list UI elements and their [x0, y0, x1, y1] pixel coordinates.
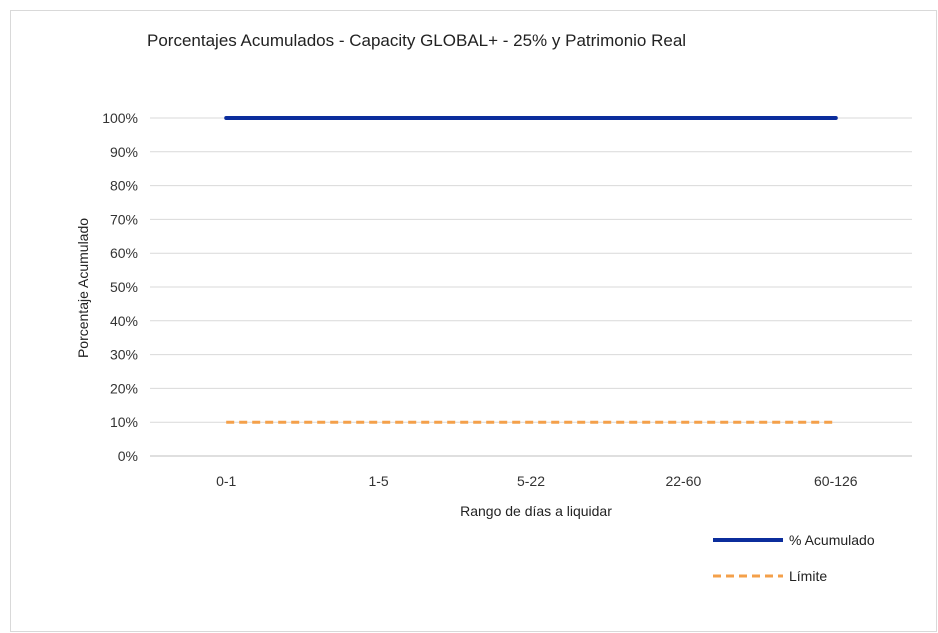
x-tick-label: 1-5	[368, 473, 388, 489]
y-tick-label: 30%	[110, 347, 138, 363]
legend-label: Límite	[789, 568, 827, 584]
y-axis-title: Porcentaje Acumulado	[75, 218, 91, 358]
chart-title: Porcentajes Acumulados - Capacity GLOBAL…	[147, 31, 687, 50]
y-tick-label: 100%	[102, 110, 138, 126]
x-axis-title: Rango de días a liquidar	[460, 503, 612, 519]
y-tick-label: 20%	[110, 380, 138, 396]
x-tick-label: 5-22	[517, 473, 545, 489]
x-axis-ticks: 0-1 1-5 5-22 22-60 60-126	[216, 473, 858, 489]
legend: % Acumulado Límite	[713, 532, 875, 584]
legend-label: % Acumulado	[789, 532, 875, 548]
y-tick-label: 0%	[118, 448, 138, 464]
x-tick-label: 60-126	[814, 473, 858, 489]
y-axis-ticks: 0% 10% 20% 30% 40% 50% 60% 70% 80% 90% 100%	[102, 110, 138, 464]
y-tick-label: 70%	[110, 211, 138, 227]
y-tick-label: 40%	[110, 313, 138, 329]
y-tick-label: 50%	[110, 279, 138, 295]
x-tick-label: 0-1	[216, 473, 236, 489]
y-tick-label: 90%	[110, 144, 138, 160]
y-tick-label: 10%	[110, 414, 138, 430]
y-tick-label: 80%	[110, 178, 138, 194]
x-tick-label: 22-60	[665, 473, 701, 489]
series-lines	[224, 116, 838, 424]
gridlines	[150, 117, 912, 457]
y-tick-label: 60%	[110, 245, 138, 261]
